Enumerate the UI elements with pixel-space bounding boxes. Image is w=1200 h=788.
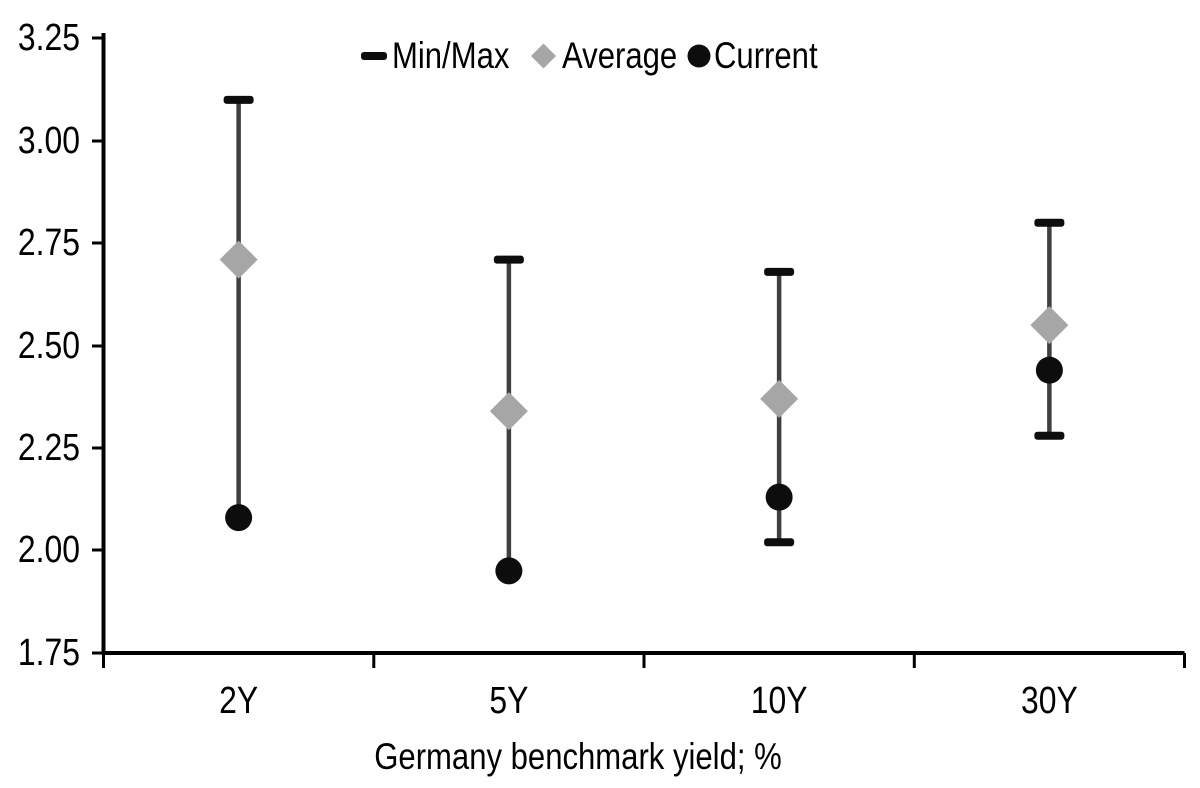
legend-circle-icon [687,44,711,68]
y-tick-label: 2.00 [18,528,80,570]
min-cap-10Y [764,538,795,547]
max-cap-5Y [493,255,524,264]
max-cap-30Y [1034,218,1065,227]
average-marker-10Y [760,379,799,418]
axes [92,33,1186,668]
legend-label-current: Current [714,36,818,77]
max-cap-10Y [764,267,795,276]
legend-dash-icon [361,52,387,60]
y-tick-label: 1.75 [18,631,80,673]
y-tick-label: 3.00 [18,119,80,161]
plot-marks [219,95,1069,585]
current-marker-10Y [765,483,793,511]
y-tick-label: 2.50 [18,324,80,366]
x-axis-title: Germany benchmark yield; % [374,737,782,778]
y-tick-label: 2.75 [18,221,80,263]
current-marker-2Y [225,504,253,532]
legend-diamond-icon [531,43,556,69]
average-marker-5Y [489,392,528,431]
x-tick-label: 2Y [219,679,258,721]
legend-label-average: Average [562,36,677,77]
min-cap-30Y [1034,431,1065,440]
y-tick-label: 3.25 [18,16,80,58]
average-marker-30Y [1030,306,1069,345]
x-tick-label: 10Y [751,679,808,721]
y-tick-label: 2.25 [18,426,80,468]
current-marker-30Y [1035,356,1063,384]
current-marker-5Y [495,557,523,585]
legend: Min/Max Average Current [361,36,818,77]
legend-label-minmax: Min/Max [392,36,509,77]
y-axis-labels: 3.25 3.00 2.75 2.50 2.25 2.00 1.75 [18,16,80,673]
max-cap-2Y [223,95,254,104]
x-tick-label: 30Y [1021,679,1078,721]
average-marker-2Y [219,240,258,279]
x-axis-labels: 2Y 5Y 10Y 30Y [219,679,1078,721]
x-tick-label: 5Y [489,679,528,721]
